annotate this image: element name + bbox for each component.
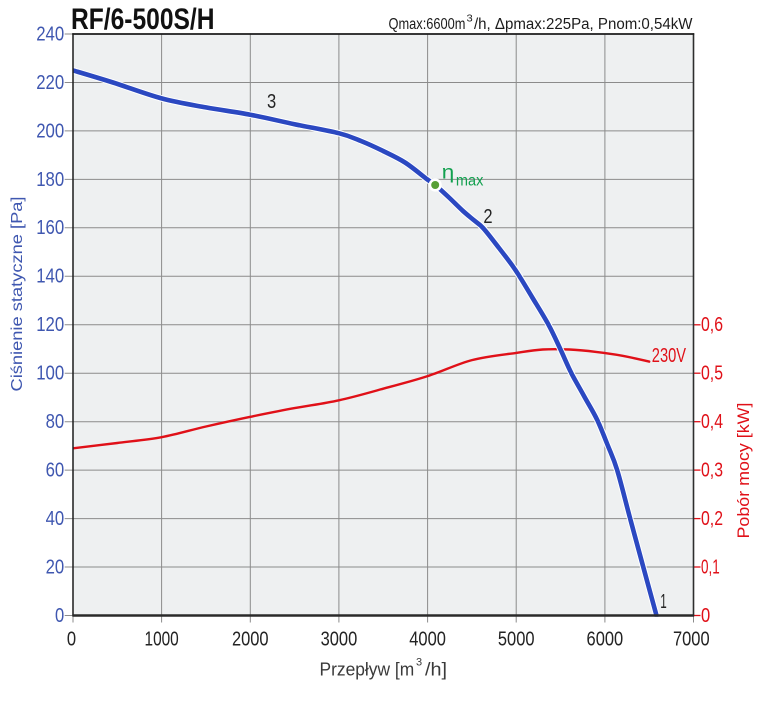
svg-text:3000: 3000 — [321, 628, 358, 650]
svg-text:140: 140 — [36, 266, 64, 288]
svg-text:40: 40 — [46, 508, 65, 530]
svg-text:RF/6-500S/H: RF/6-500S/H — [71, 3, 215, 36]
svg-text:4000: 4000 — [409, 628, 446, 650]
svg-text:200: 200 — [36, 120, 64, 142]
svg-text:3: 3 — [416, 657, 422, 669]
svg-text:7000: 7000 — [673, 628, 710, 650]
svg-text:η: η — [442, 163, 455, 184]
svg-text:0: 0 — [701, 605, 710, 627]
svg-text:230V: 230V — [652, 345, 687, 367]
svg-text:2: 2 — [483, 206, 492, 228]
svg-text:3: 3 — [467, 13, 473, 25]
svg-text:Pobór mocy [kW]: Pobór mocy [kW] — [734, 403, 753, 539]
svg-text:/h]: /h] — [425, 660, 447, 680]
svg-text:0,5: 0,5 — [701, 363, 723, 385]
svg-text:0,2: 0,2 — [701, 508, 723, 530]
svg-text:5000: 5000 — [498, 628, 535, 650]
svg-text:160: 160 — [36, 217, 64, 239]
svg-text:0: 0 — [67, 628, 76, 650]
svg-text:max: max — [456, 172, 484, 189]
svg-text:80: 80 — [46, 411, 65, 433]
svg-text:/h, Δpmax:225Pa, Pnom:0,54kW: /h, Δpmax:225Pa, Pnom:0,54kW — [474, 16, 693, 33]
svg-text:0,3: 0,3 — [701, 460, 723, 482]
svg-text:0,1: 0,1 — [701, 556, 720, 578]
svg-text:20: 20 — [46, 556, 65, 578]
svg-text:1: 1 — [660, 591, 667, 613]
svg-text:0,4: 0,4 — [701, 411, 723, 433]
svg-text:Ciśnienie statyczne [Pa]: Ciśnienie statyczne [Pa] — [9, 197, 26, 392]
svg-text:100: 100 — [36, 363, 64, 385]
svg-text:120: 120 — [36, 314, 64, 336]
svg-text:1000: 1000 — [145, 628, 179, 650]
svg-text:Przepływ [m: Przepływ [m — [320, 660, 415, 680]
svg-text:3: 3 — [267, 91, 276, 113]
svg-text:180: 180 — [36, 169, 64, 191]
svg-text:2000: 2000 — [232, 628, 269, 650]
svg-text:6000: 6000 — [587, 628, 624, 650]
svg-text:240: 240 — [36, 23, 64, 45]
svg-text:0: 0 — [55, 605, 64, 627]
svg-text:220: 220 — [36, 72, 64, 94]
svg-text:0,6: 0,6 — [701, 314, 723, 336]
svg-text:60: 60 — [46, 460, 65, 482]
svg-text:Qmax:6600m: Qmax:6600m — [389, 16, 466, 33]
